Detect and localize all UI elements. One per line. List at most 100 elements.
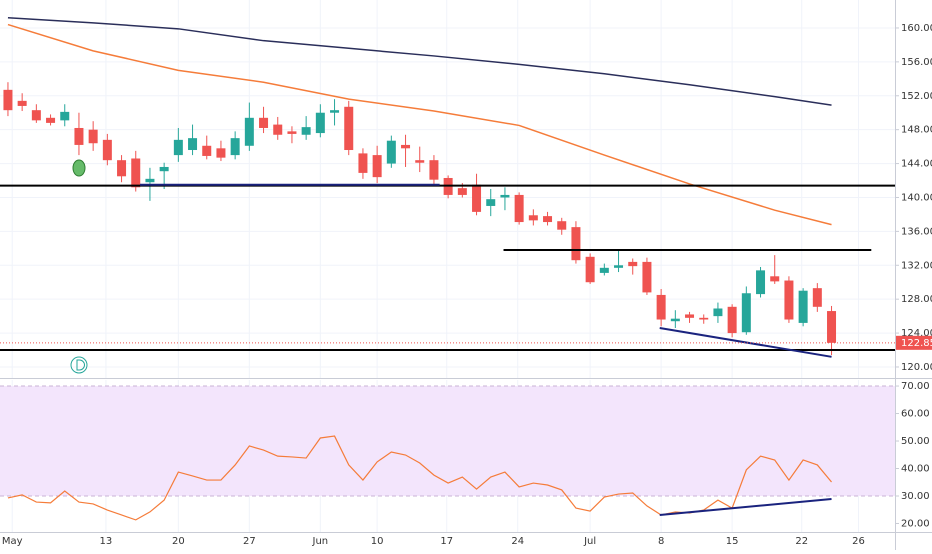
candle-body	[543, 216, 553, 223]
candle-body	[259, 117, 269, 128]
y-tick-label: 30.00	[901, 491, 930, 502]
candle-body	[472, 184, 482, 212]
y-tick-label: 152.00	[901, 91, 932, 102]
event-marker[interactable]	[72, 159, 86, 177]
x-tick-label: 20	[172, 536, 185, 547]
dividend-marker[interactable]	[70, 356, 88, 374]
y-tick-label: 160.00	[901, 23, 932, 34]
dividend-icon	[76, 359, 85, 371]
x-tick-label: 15	[726, 536, 739, 547]
candle-body	[74, 127, 84, 145]
x-tick-label: 26	[852, 536, 865, 547]
candle-body	[88, 129, 98, 144]
x-tick-label: 22	[795, 536, 808, 547]
last-price-label: 122.85	[901, 338, 932, 349]
candle-body	[188, 138, 198, 151]
candle-body	[216, 148, 226, 158]
x-tick-label: 8	[658, 536, 664, 547]
moving-average	[7, 23, 832, 226]
candle-body	[429, 160, 439, 180]
y-tick-label: 20.00	[901, 518, 930, 529]
candle-body	[798, 290, 808, 323]
y-tick-label: 40.00	[901, 464, 930, 475]
candle-body	[117, 160, 127, 177]
candle-body	[770, 276, 780, 282]
candle-body	[713, 308, 723, 317]
candle-body	[330, 110, 340, 113]
candle-body	[514, 194, 524, 223]
candle-body	[131, 158, 141, 188]
candle-body	[699, 317, 709, 320]
x-tick-label: 13	[100, 536, 113, 547]
candle-body	[315, 112, 325, 134]
candle-body	[31, 110, 41, 121]
candle-body	[372, 155, 382, 178]
moving-average	[7, 17, 832, 106]
candle-body	[344, 106, 354, 151]
candle-body	[585, 256, 595, 283]
candle-body	[599, 267, 609, 273]
candle-body	[628, 261, 638, 267]
candle-body	[173, 139, 183, 156]
candle-body	[102, 139, 112, 161]
x-tick-label: May	[2, 536, 23, 547]
y-tick-label: 50.00	[901, 436, 930, 447]
y-tick-label: 136.00	[901, 226, 932, 237]
candle-body	[784, 280, 794, 320]
candle-body	[528, 215, 538, 221]
candle-body	[17, 100, 27, 106]
plot-layer	[0, 17, 895, 521]
candle-body	[46, 117, 56, 123]
candle-body	[656, 294, 666, 320]
candle-body	[812, 288, 822, 307]
candle-body	[614, 265, 624, 268]
candle-body	[670, 318, 680, 322]
y-tick-label: 148.00	[901, 125, 932, 136]
candle-body	[741, 293, 751, 333]
x-tick-label: 17	[440, 536, 453, 547]
x-tick-label: 27	[243, 536, 256, 547]
drawn-line	[659, 498, 832, 516]
candle-body	[486, 199, 496, 206]
y-tick-label: 144.00	[901, 159, 932, 170]
candle-body	[60, 111, 70, 121]
candle-body	[571, 227, 581, 261]
y-tick-label: 70.00	[901, 381, 930, 392]
drawn-line	[659, 327, 832, 358]
candle-body	[301, 127, 311, 135]
candle-body	[273, 124, 283, 135]
y-tick-label: 124.00	[901, 328, 932, 339]
y-tick-label: 132.00	[901, 260, 932, 271]
x-tick-label: 24	[511, 536, 524, 547]
candle-body	[457, 188, 467, 195]
candle-body	[287, 131, 297, 134]
candle-body	[230, 138, 240, 156]
x-tick-label: 10	[371, 536, 384, 547]
rsi-band	[0, 386, 895, 496]
last-price-tag	[896, 335, 932, 350]
candle-body	[202, 145, 212, 156]
candle-body	[244, 117, 254, 146]
y-tick-label: 120.00	[901, 362, 932, 373]
candle-body	[727, 306, 737, 334]
y-tick-label: 140.00	[901, 192, 932, 203]
candle-body	[756, 270, 766, 295]
candle-body	[3, 89, 13, 111]
y-tick-label: 156.00	[901, 57, 932, 68]
candle-body	[642, 261, 652, 293]
candle-body	[500, 194, 510, 198]
candle-body	[557, 221, 567, 230]
candle-body	[358, 153, 368, 173]
candle-body	[386, 140, 396, 164]
y-tick-label: 60.00	[901, 409, 930, 420]
grid-layer	[0, 0, 895, 532]
y-tick-label: 128.00	[901, 294, 932, 305]
candle-body	[159, 166, 169, 172]
candle-body	[145, 178, 155, 183]
candle-body	[685, 314, 695, 318]
x-tick-label: Jul	[583, 536, 596, 547]
candle-body	[415, 160, 425, 163]
x-tick-label: Jun	[312, 536, 329, 547]
